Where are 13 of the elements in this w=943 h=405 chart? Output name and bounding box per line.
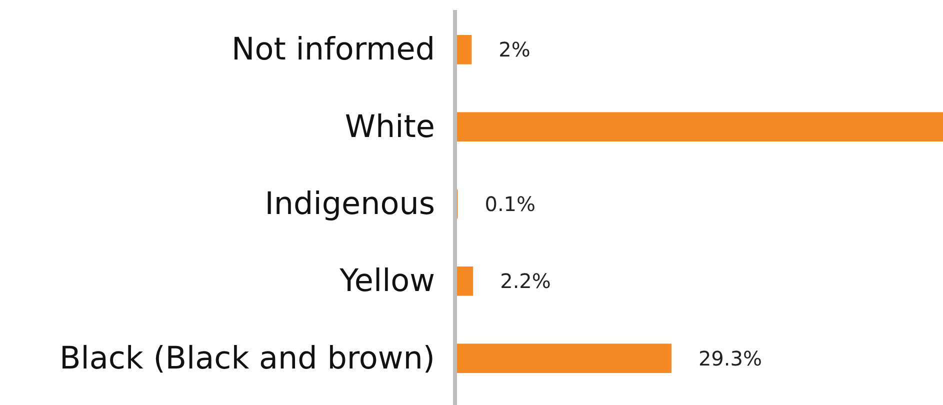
y-tick-label: Yellow — [338, 263, 435, 300]
bar — [457, 112, 943, 142]
bar — [457, 266, 474, 296]
y-tick-label: White — [344, 108, 435, 145]
data-label: 0.1% — [484, 192, 536, 216]
y-tick-label: Black (Black and brown) — [59, 340, 435, 376]
data-label: 2.2% — [500, 269, 551, 294]
y-tick-label: Indigenous — [264, 186, 435, 222]
data-label: 29.3% — [698, 346, 762, 370]
bar — [457, 35, 472, 64]
data-label: 2% — [498, 38, 530, 62]
y-tick-label: Not informed — [232, 32, 435, 68]
bar — [457, 344, 672, 373]
